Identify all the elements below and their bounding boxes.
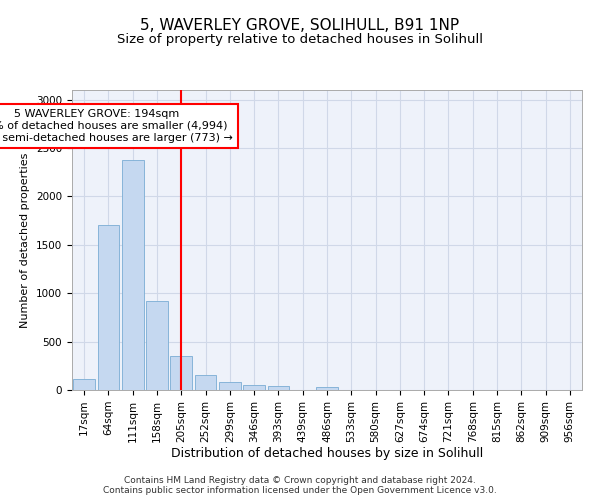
Bar xyxy=(194,375,217,390)
Text: Size of property relative to detached houses in Solihull: Size of property relative to detached ho… xyxy=(117,32,483,46)
X-axis label: Distribution of detached houses by size in Solihull: Distribution of detached houses by size … xyxy=(171,448,483,460)
Text: Contains HM Land Registry data © Crown copyright and database right 2024.
Contai: Contains HM Land Registry data © Crown c… xyxy=(103,476,497,495)
Y-axis label: Number of detached properties: Number of detached properties xyxy=(20,152,31,328)
Bar xyxy=(243,384,265,390)
Bar xyxy=(268,386,289,390)
Bar xyxy=(73,379,95,390)
Bar xyxy=(170,356,192,390)
Bar xyxy=(219,382,241,390)
Text: 5, WAVERLEY GROVE, SOLIHULL, B91 1NP: 5, WAVERLEY GROVE, SOLIHULL, B91 1NP xyxy=(140,18,460,32)
Bar xyxy=(122,160,143,390)
Bar xyxy=(146,301,168,390)
Bar xyxy=(316,386,338,390)
Bar xyxy=(97,226,119,390)
Text: 5 WAVERLEY GROVE: 194sqm
← 87% of detached houses are smaller (4,994)
13% of sem: 5 WAVERLEY GROVE: 194sqm ← 87% of detach… xyxy=(0,110,233,142)
